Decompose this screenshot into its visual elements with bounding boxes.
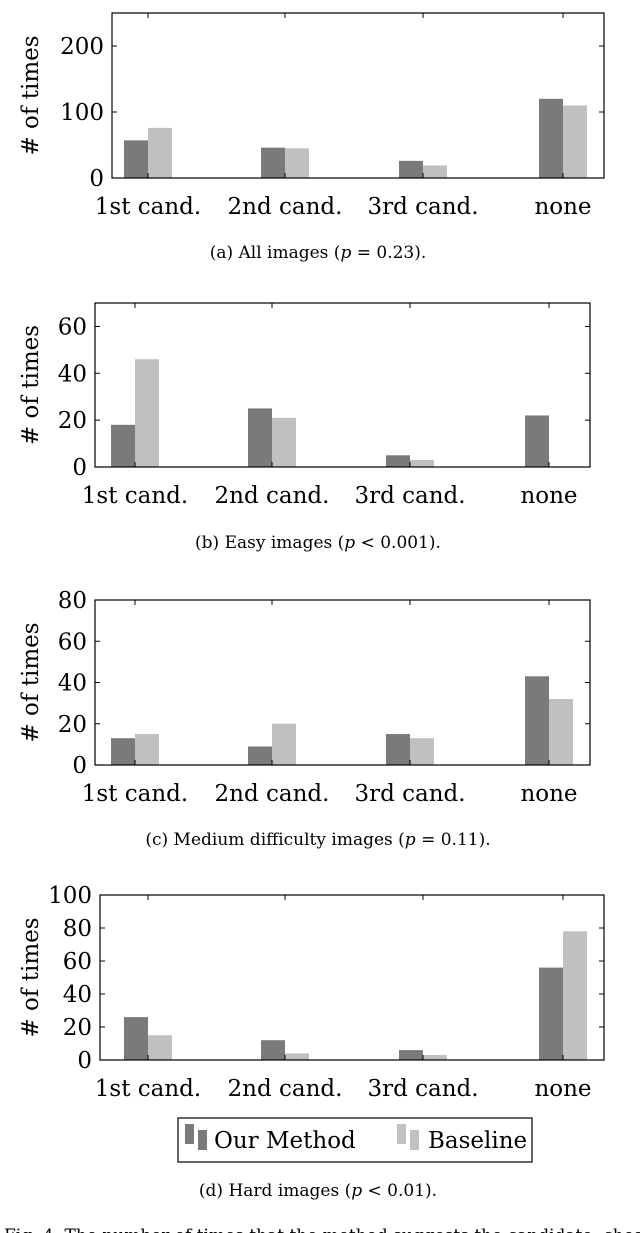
y-tick-label: 20 — [63, 1015, 92, 1041]
y-tick-label: 100 — [60, 100, 104, 126]
y-tick-label: 60 — [58, 314, 87, 340]
y-tick-label: 20 — [58, 408, 87, 434]
bar-our-method-4 — [539, 967, 563, 1060]
y-tick-label: 80 — [63, 916, 92, 942]
legend-swatch-2-b — [410, 1130, 419, 1150]
bar-our-method-1 — [124, 140, 148, 178]
bar-baseline-3 — [410, 738, 434, 765]
bar-our-method-3 — [386, 734, 410, 765]
x-tick-label: none — [534, 1076, 591, 1102]
y-tick-label: 80 — [58, 588, 87, 614]
bar-baseline-2 — [285, 1053, 309, 1060]
bar-baseline-3 — [410, 459, 434, 467]
x-tick-label: 3rd cand. — [354, 483, 465, 509]
bar-baseline-4 — [563, 105, 587, 178]
panel-caption: (a) All images (p = 0.23). — [210, 243, 427, 263]
plot-frame — [94, 599, 591, 766]
bar-our-method-2 — [248, 408, 272, 467]
x-tick-label: 1st cand. — [82, 483, 188, 509]
y-tick-label: 40 — [58, 671, 87, 697]
y-tick-label: 40 — [58, 361, 87, 387]
bar-baseline-3 — [423, 165, 447, 178]
x-tick-label: 3rd cand. — [367, 1076, 478, 1102]
bar-baseline-2 — [272, 723, 296, 765]
legend-swatch-1-b — [198, 1130, 207, 1150]
x-tick-label: 2nd cand. — [215, 781, 330, 807]
chart-panel-a: 1st cand. 2nd cand. 3rd cand. none 0 100 200 # … — [18, 12, 605, 263]
x-tick-label: none — [534, 194, 591, 220]
chart-panel-c: 1st cand. 2nd cand. 3rd cand. none 0 20 40 60 80… — [18, 588, 591, 850]
y-axis-label: # of times — [18, 917, 44, 1037]
y-axis-label: # of times — [18, 35, 44, 155]
chart-panel-b: 1st cand. 2nd cand. 3rd cand. none 0 20 40 60 # … — [18, 302, 591, 553]
bar-our-method-1 — [124, 1017, 148, 1060]
x-tick-label: 1st cand. — [95, 194, 201, 220]
x-tick-label: none — [520, 483, 577, 509]
x-tick-label: 3rd cand. — [367, 194, 478, 220]
y-tick-label: 0 — [77, 1048, 92, 1074]
x-tick-label: 1st cand. — [82, 781, 188, 807]
legend-frame — [177, 1117, 533, 1163]
bar-our-method-1 — [111, 424, 135, 467]
panel-caption: (d) Hard images (p < 0.01). — [199, 1181, 437, 1201]
x-tick-label: 2nd cand. — [215, 483, 330, 509]
bar-our-method-4 — [539, 98, 563, 178]
bar-baseline-3 — [423, 1055, 447, 1060]
y-tick-label: 0 — [89, 166, 104, 192]
y-tick-label: 100 — [48, 883, 92, 909]
x-tick-label: 2nd cand. — [228, 1076, 343, 1102]
bar-baseline-2 — [272, 417, 296, 467]
bar-baseline-4 — [549, 699, 573, 765]
y-tick-label: 20 — [58, 712, 87, 738]
bar-our-method-3 — [399, 1050, 423, 1060]
panel-caption: (b) Easy images (p < 0.001). — [195, 533, 441, 553]
y-tick-label: 40 — [63, 982, 92, 1008]
plot-frame — [94, 302, 591, 468]
figure-footer-text: Fig. 4. The number of times that the met… — [4, 1226, 640, 1233]
bar-our-method-2 — [248, 746, 272, 765]
bar-baseline-1 — [148, 127, 172, 178]
legend: Our Method Baseline — [177, 1117, 533, 1163]
bar-our-method-3 — [386, 455, 410, 467]
y-tick-label: 0 — [72, 455, 87, 481]
bar-our-method-1 — [111, 738, 135, 765]
bar-our-method-4 — [525, 676, 549, 765]
bar-baseline-1 — [135, 359, 159, 467]
plot-frame — [99, 894, 605, 1061]
bar-our-method-2 — [261, 1040, 285, 1060]
legend-label-2: Baseline — [428, 1128, 527, 1154]
bar-our-method-2 — [261, 147, 285, 178]
x-tick-label: 1st cand. — [95, 1076, 201, 1102]
x-tick-label: 2nd cand. — [228, 194, 343, 220]
bar-baseline-1 — [148, 1035, 172, 1060]
bar-baseline-4 — [563, 931, 587, 1060]
x-tick-label: 3rd cand. — [354, 781, 465, 807]
y-tick-label: 60 — [63, 949, 92, 975]
legend-swatch-1 — [185, 1124, 194, 1144]
panel-caption: (c) Medium difficulty images (p = 0.11). — [145, 830, 490, 850]
legend-label-1: Our Method — [214, 1128, 356, 1154]
bar-baseline-1 — [135, 734, 159, 765]
bar-baseline-2 — [285, 148, 309, 178]
y-tick-label: 0 — [72, 753, 87, 779]
y-tick-label: 200 — [60, 34, 104, 60]
bar-our-method-4 — [525, 415, 549, 467]
y-axis-label: # of times — [18, 622, 44, 742]
x-tick-label: none — [520, 781, 577, 807]
plot-frame — [111, 12, 605, 179]
y-axis-label: # of times — [18, 325, 44, 445]
y-tick-label: 60 — [58, 629, 87, 655]
legend-swatch-2 — [397, 1124, 406, 1144]
chart-panel-d: 1st cand. 2nd cand. 3rd cand. none 0 20 40 60 80… — [18, 883, 605, 1201]
bar-our-method-3 — [399, 160, 423, 178]
